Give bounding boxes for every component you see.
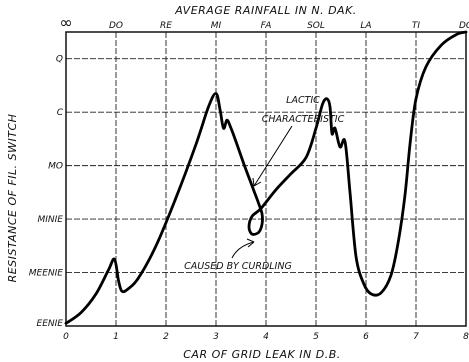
- x-tick-label: 0: [63, 332, 69, 342]
- y-tick-label: EENIE: [37, 319, 64, 329]
- y-tick-label: MINIE: [38, 215, 64, 225]
- y-tick-label: MO: [48, 162, 63, 172]
- annotation-arrowhead-curdling: [246, 238, 255, 248]
- top-tick-label: MI: [211, 21, 222, 31]
- chart-title: AVERAGE RAINFALL IN N. DAK.: [174, 4, 357, 17]
- tick-labels: 0 1 2 3 4 5 6 7 8 ∞ DO RE MI FA SOL LA TI DO EENIE MEENIE MI…: [29, 13, 469, 342]
- top-tick-label: LA: [360, 21, 371, 31]
- annotation-caused-by-curdling: CAUSED BY CURDLING: [184, 261, 292, 272]
- top-tick-label: FA: [261, 21, 272, 31]
- y-tick-label: Q: [56, 55, 63, 65]
- top-tick-label: RE: [160, 21, 172, 31]
- annotation-arrow-curdling: [231, 241, 255, 259]
- x-tick-label: 1: [113, 332, 119, 342]
- x-tick-label: 7: [413, 332, 419, 342]
- x-tick-label: 5: [313, 332, 319, 342]
- top-tick-label: SOL: [307, 21, 325, 31]
- grid: [66, 32, 466, 326]
- y-tick-label: C: [57, 108, 64, 118]
- top-tick-label: DO: [109, 21, 123, 31]
- x-tick-label: 3: [213, 332, 219, 342]
- x-axis-label: CAR OF GRID LEAK IN D.B.: [183, 348, 341, 361]
- annotation-characteristic: CHARACTERISTIC: [262, 114, 345, 125]
- x-tick-label: 8: [463, 332, 469, 342]
- x-tick-label: 2: [163, 332, 169, 342]
- top-tick-label: DO: [459, 21, 469, 31]
- y-axis-label: RESISTANCE OF FIL. SWITCH: [6, 114, 19, 283]
- lactic-characteristic-curve: [64, 30, 468, 325]
- x-tick-label: 6: [363, 332, 369, 342]
- annotation-lactic: LACTIC: [286, 95, 320, 106]
- top-tick-label: TI: [412, 21, 420, 31]
- annotation-arrow-lactic: [253, 125, 293, 187]
- plot-frame: [65, 31, 467, 327]
- annotation-arrowhead-lactic: [252, 177, 262, 187]
- top-tick-label: ∞: [59, 13, 72, 32]
- y-tick-label: MEENIE: [29, 269, 64, 279]
- x-tick-label: 4: [263, 332, 269, 342]
